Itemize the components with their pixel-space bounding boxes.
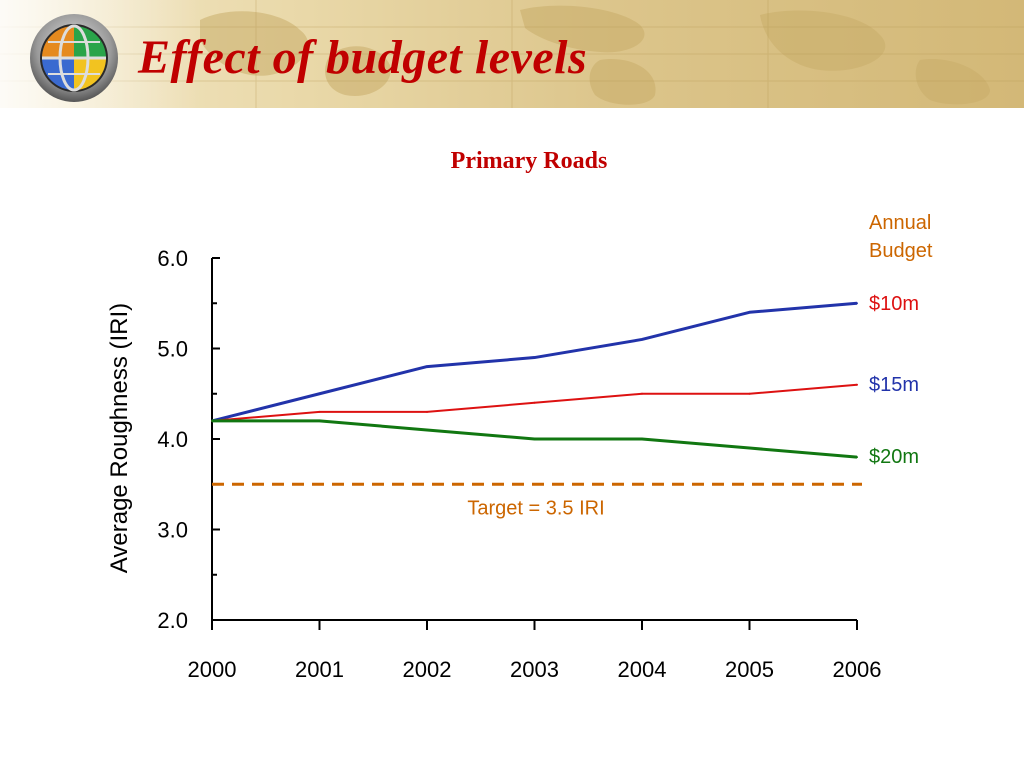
slide-title: Effect of budget levels [138,31,588,84]
data-point [641,392,643,395]
data-point [318,419,321,422]
data-point [856,383,858,386]
header-band [0,0,1024,108]
data-point [426,410,428,413]
data-point [533,438,536,440]
data-point [748,447,751,450]
series-labels: $10m $15m $20m [869,293,919,468]
data-point [748,392,751,395]
x-tick-label: 2003 [510,657,559,682]
data-point [533,401,536,404]
series-lines [211,301,858,459]
series-label: $20m [869,446,919,468]
data-point [426,365,428,368]
data-point [856,456,858,459]
legend-title-line1: Annual [869,212,931,234]
x-tick-label: 2006 [833,657,882,682]
data-point [318,410,321,413]
target-label: Target = 3.5 IRI [467,497,604,519]
y-tick-label: 4.0 [157,427,188,452]
globe-icon [30,14,118,102]
y-tick-label: 5.0 [157,337,188,362]
data-point [641,438,643,440]
world-map-background [0,0,1024,108]
y-tick-label: 6.0 [157,246,188,271]
x-tick-label: 2004 [618,657,667,682]
series-label: $15m [869,374,919,396]
x-tick-label: 2005 [725,657,774,682]
x-tick-label: 2002 [403,657,452,682]
data-point [426,428,428,431]
data-point [856,302,858,305]
x-tick-label: 2000 [188,657,237,682]
data-point [211,419,213,422]
data-point [318,392,321,395]
chart-title: Primary Roads [451,148,608,174]
series-label: $10m [869,293,919,315]
y-tick-label: 2.0 [157,608,188,633]
target-line-group: Target = 3.5 IRI [212,482,862,519]
data-point [533,356,536,359]
y-axis-label: Average Roughness (IRI) [106,303,133,573]
data-point [641,338,643,341]
data-point [748,311,751,314]
axes: 2.0 3.0 4.0 5.0 6.0 2000 2001 2002 2003 2004 2005 2… [157,246,881,682]
legend-title-line2: Budget [869,240,933,262]
x-tick-label: 2001 [295,657,344,682]
y-tick-label: 3.0 [157,518,188,543]
